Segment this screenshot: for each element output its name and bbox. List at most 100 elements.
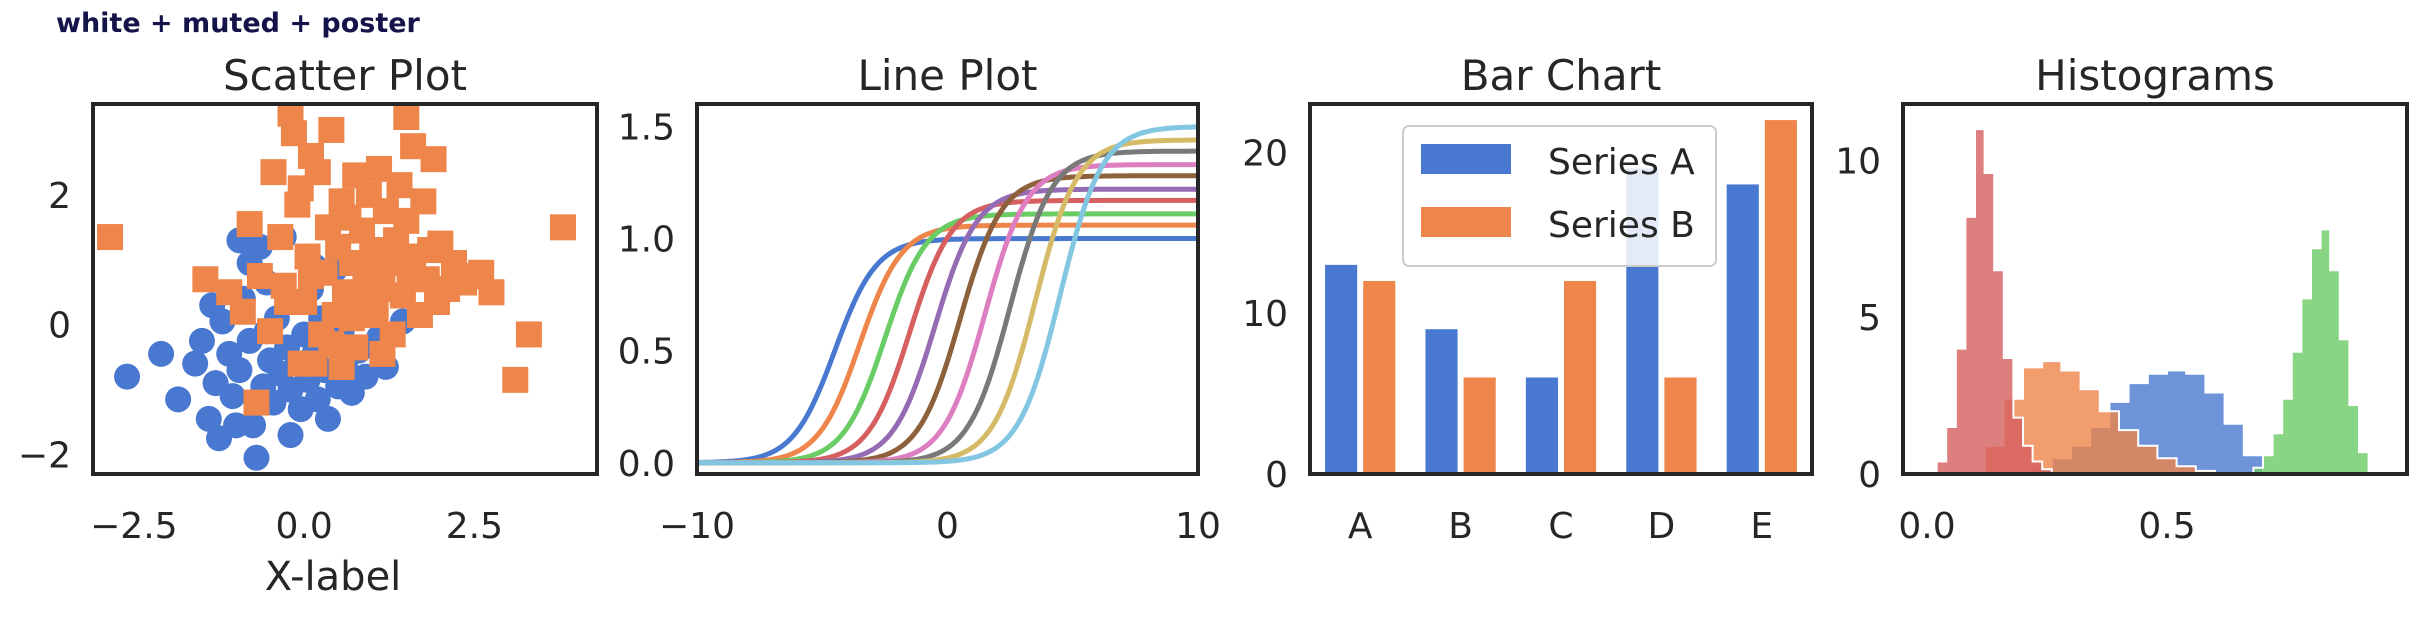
scatter-point: [182, 350, 209, 377]
scatter-point: [338, 305, 365, 332]
scatter-point: [267, 224, 294, 251]
scatter-point: [246, 263, 273, 290]
line-series: [697, 162, 1198, 466]
scatter-point: [304, 159, 331, 186]
scatter-point: [246, 233, 273, 260]
plot-area: [697, 124, 1198, 466]
bar: [1425, 329, 1458, 474]
scatter-point: [280, 120, 307, 147]
scatter-point: [229, 298, 256, 325]
y-tick-label: 5: [1858, 298, 1881, 339]
y-tick-label: 0: [48, 306, 71, 347]
line-series: [697, 124, 1198, 466]
scatter-point: [148, 340, 175, 367]
scatter-point: [192, 266, 219, 293]
y-tick-label: 1.5: [618, 107, 675, 148]
y-tick-label: 10: [1242, 294, 1288, 335]
scatter-point: [97, 224, 124, 251]
scatter-point: [393, 104, 420, 130]
scatter-point: [260, 159, 287, 186]
chart-title: Histograms: [2035, 51, 2275, 100]
bar: [1764, 120, 1797, 474]
axes-frame: [1308, 102, 1814, 476]
plot-area: [97, 104, 576, 471]
y-tick-label: 0.5: [618, 332, 675, 373]
histogram-series: [2243, 228, 2370, 474]
scatter-point: [274, 288, 301, 315]
x-tick-label: A: [1348, 506, 1373, 547]
x-tick-label: D: [1648, 506, 1676, 547]
bar: [1664, 377, 1697, 474]
chart-4: [1901, 102, 2409, 476]
scatter-point: [549, 214, 576, 241]
axes-frame: [91, 102, 599, 476]
chart-title: Bar Chart: [1461, 51, 1662, 100]
scatter-point: [502, 366, 529, 393]
scatter-point: [410, 188, 437, 215]
scatter-point: [318, 331, 345, 358]
scatter-point: [342, 334, 369, 361]
scatter-point: [165, 386, 192, 413]
y-tick-label: 1.0: [618, 220, 675, 261]
x-tick-label: E: [1750, 506, 1773, 547]
scatter-point: [236, 211, 263, 238]
chart-2: [695, 102, 1200, 476]
y-tick-label: 0: [1858, 455, 1881, 496]
x-tick-label: 0: [936, 506, 959, 547]
scatter-point: [277, 422, 304, 449]
bar: [1325, 264, 1358, 474]
x-tick-label: 10: [1175, 506, 1221, 547]
x-tick-label: B: [1448, 506, 1473, 547]
scatter-point: [515, 321, 542, 348]
bar: [1525, 377, 1558, 474]
histogram-series: [1927, 128, 2053, 474]
scatter-point: [318, 116, 345, 143]
scatter-point: [223, 412, 250, 439]
scatter-point: [257, 318, 284, 345]
scatter-point: [219, 383, 246, 410]
scatter-point: [352, 363, 379, 390]
y-tick-label: 20: [1242, 133, 1288, 174]
scatter-point: [243, 444, 270, 471]
x-tick-label: 0.0: [276, 506, 333, 547]
legend-swatch: [1421, 144, 1511, 174]
bar: [1564, 280, 1597, 474]
chart-title: Line Plot: [857, 51, 1037, 100]
x-tick-label: 0.5: [2138, 506, 2195, 547]
legend-label: Series A: [1548, 142, 1695, 183]
scatter-point: [400, 133, 427, 160]
axes-frame: [1901, 102, 2409, 476]
y-tick-label: 0: [1265, 455, 1288, 496]
scatter-point: [287, 350, 314, 377]
bar: [1363, 280, 1396, 474]
scatter-point: [188, 327, 215, 354]
scatter-point: [195, 405, 222, 432]
figure-title: white + muted + poster: [56, 8, 420, 39]
scatter-point: [314, 405, 341, 432]
axes-frame: [695, 102, 1200, 476]
x-tick-label: −2.5: [90, 506, 177, 547]
legend-label: Series B: [1548, 205, 1695, 246]
plot-area: [1325, 120, 1797, 474]
scatter-point: [226, 357, 253, 384]
y-tick-label: 2: [48, 176, 71, 217]
legend-swatch: [1421, 207, 1511, 237]
scatter-point: [386, 172, 413, 199]
y-tick-label: −2: [18, 436, 71, 477]
chart-3: [1308, 102, 1814, 476]
scatter-point: [114, 363, 141, 390]
x-tick-label: 0.0: [1898, 506, 1955, 547]
y-tick-label: 10: [1835, 141, 1881, 182]
scatter-point: [478, 279, 505, 306]
x-tick-label: 2.5: [446, 506, 503, 547]
chart-1: [91, 102, 599, 476]
scatter-point: [243, 389, 270, 416]
line-series: [697, 211, 1198, 466]
bar: [1726, 184, 1759, 474]
line-series: [697, 236, 1198, 465]
scatter-point: [369, 340, 396, 367]
x-axis-label: X-label: [265, 554, 402, 600]
scatter-point: [304, 386, 331, 413]
chart-title: Scatter Plot: [223, 51, 467, 100]
